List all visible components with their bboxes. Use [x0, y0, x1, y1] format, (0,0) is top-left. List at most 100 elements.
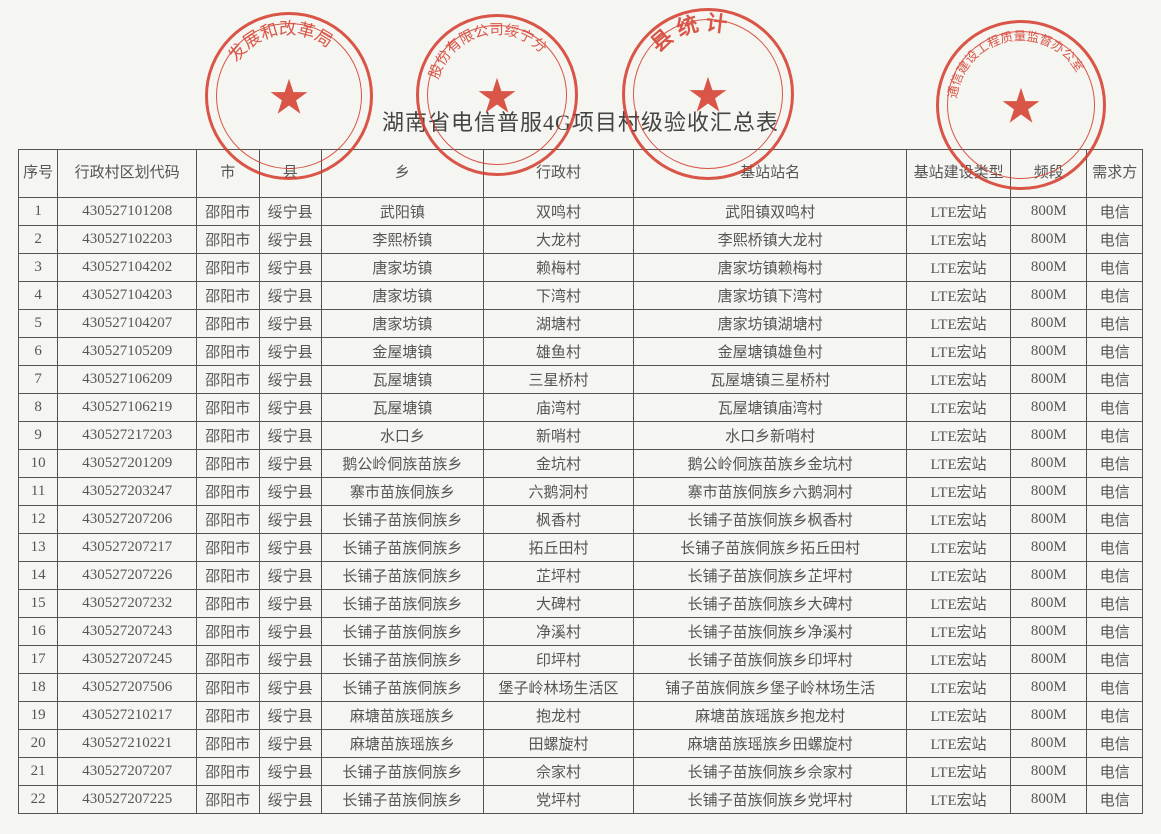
cell-dem: 电信 — [1087, 394, 1143, 422]
cell-seq: 20 — [19, 730, 58, 758]
cell-city: 邵阳市 — [197, 646, 259, 674]
cell-type: LTE宏站 — [907, 394, 1011, 422]
cell-code: 430527207226 — [58, 562, 197, 590]
cell-code: 430527104203 — [58, 282, 197, 310]
cell-type: LTE宏站 — [907, 786, 1011, 814]
col-header-band: 频段 — [1011, 150, 1087, 198]
cell-stn: 寨市苗族侗族乡六鹅洞村 — [634, 478, 907, 506]
cell-town: 麻塘苗族瑶族乡 — [321, 730, 483, 758]
svg-text:县 统 计: 县 统 计 — [646, 11, 729, 57]
cell-stn: 麻塘苗族瑶族乡田螺旋村 — [634, 730, 907, 758]
cell-town: 瓦屋塘镇 — [321, 366, 483, 394]
cell-county: 绥宁县 — [259, 702, 321, 730]
cell-band: 800M — [1011, 590, 1087, 618]
cell-seq: 4 — [19, 282, 58, 310]
cell-town: 长铺子苗族侗族乡 — [321, 590, 483, 618]
cell-county: 绥宁县 — [259, 646, 321, 674]
table-row: 1430527101208邵阳市绥宁县武阳镇双鸣村武阳镇双鸣村LTE宏站800M… — [19, 198, 1143, 226]
cell-dem: 电信 — [1087, 282, 1143, 310]
cell-vill: 枫香村 — [483, 506, 633, 534]
cell-county: 绥宁县 — [259, 422, 321, 450]
cell-stn: 李熙桥镇大龙村 — [634, 226, 907, 254]
cell-code: 430527207245 — [58, 646, 197, 674]
cell-stn: 长铺子苗族侗族乡芷坪村 — [634, 562, 907, 590]
table-row: 4430527104203邵阳市绥宁县唐家坊镇下湾村唐家坊镇下湾村LTE宏站80… — [19, 282, 1143, 310]
cell-stn: 瓦屋塘镇庙湾村 — [634, 394, 907, 422]
cell-town: 长铺子苗族侗族乡 — [321, 674, 483, 702]
cell-type: LTE宏站 — [907, 534, 1011, 562]
cell-code: 430527105209 — [58, 338, 197, 366]
cell-city: 邵阳市 — [197, 478, 259, 506]
cell-band: 800M — [1011, 198, 1087, 226]
cell-code: 430527217203 — [58, 422, 197, 450]
cell-city: 邵阳市 — [197, 310, 259, 338]
cell-city: 邵阳市 — [197, 562, 259, 590]
cell-dem: 电信 — [1087, 786, 1143, 814]
cell-city: 邵阳市 — [197, 366, 259, 394]
cell-seq: 19 — [19, 702, 58, 730]
cell-dem: 电信 — [1087, 534, 1143, 562]
cell-vill: 金坑村 — [483, 450, 633, 478]
cell-seq: 9 — [19, 422, 58, 450]
cell-band: 800M — [1011, 366, 1087, 394]
cell-town: 唐家坊镇 — [321, 282, 483, 310]
table-row: 14430527207226邵阳市绥宁县长铺子苗族侗族乡芷坪村长铺子苗族侗族乡芷… — [19, 562, 1143, 590]
cell-seq: 17 — [19, 646, 58, 674]
cell-band: 800M — [1011, 310, 1087, 338]
cell-stn: 水口乡新哨村 — [634, 422, 907, 450]
cell-town: 长铺子苗族侗族乡 — [321, 534, 483, 562]
cell-dem: 电信 — [1087, 702, 1143, 730]
cell-band: 800M — [1011, 422, 1087, 450]
cell-dem: 电信 — [1087, 590, 1143, 618]
cell-county: 绥宁县 — [259, 366, 321, 394]
col-header-seq: 序号 — [19, 150, 58, 198]
cell-town: 李熙桥镇 — [321, 226, 483, 254]
cell-type: LTE宏站 — [907, 282, 1011, 310]
cell-band: 800M — [1011, 282, 1087, 310]
cell-vill: 赖梅村 — [483, 254, 633, 282]
table-row: 21430527207207邵阳市绥宁县长铺子苗族侗族乡佘家村长铺子苗族侗族乡佘… — [19, 758, 1143, 786]
cell-stn: 鹅公岭侗族苗族乡金坑村 — [634, 450, 907, 478]
cell-band: 800M — [1011, 338, 1087, 366]
cell-vill: 庙湾村 — [483, 394, 633, 422]
cell-stn: 长铺子苗族侗族乡拓丘田村 — [634, 534, 907, 562]
cell-county: 绥宁县 — [259, 786, 321, 814]
cell-town: 长铺子苗族侗族乡 — [321, 506, 483, 534]
table-row: 8430527106219邵阳市绥宁县瓦屋塘镇庙湾村瓦屋塘镇庙湾村LTE宏站80… — [19, 394, 1143, 422]
cell-vill: 芷坪村 — [483, 562, 633, 590]
summary-table: 序号行政村区划代码市县乡行政村基站站名基站建设类型频段需求方 143052710… — [18, 149, 1143, 814]
cell-city: 邵阳市 — [197, 226, 259, 254]
cell-type: LTE宏站 — [907, 198, 1011, 226]
cell-town: 鹅公岭侗族苗族乡 — [321, 450, 483, 478]
cell-band: 800M — [1011, 786, 1087, 814]
cell-type: LTE宏站 — [907, 506, 1011, 534]
cell-seq: 14 — [19, 562, 58, 590]
cell-vill: 佘家村 — [483, 758, 633, 786]
cell-vill: 田螺旋村 — [483, 730, 633, 758]
cell-stn: 唐家坊镇赖梅村 — [634, 254, 907, 282]
cell-seq: 15 — [19, 590, 58, 618]
cell-dem: 电信 — [1087, 674, 1143, 702]
cell-stn: 麻塘苗族瑶族乡抱龙村 — [634, 702, 907, 730]
cell-band: 800M — [1011, 226, 1087, 254]
table-row: 3430527104202邵阳市绥宁县唐家坊镇赖梅村唐家坊镇赖梅村LTE宏站80… — [19, 254, 1143, 282]
table-row: 12430527207206邵阳市绥宁县长铺子苗族侗族乡枫香村长铺子苗族侗族乡枫… — [19, 506, 1143, 534]
cell-seq: 16 — [19, 618, 58, 646]
cell-county: 绥宁县 — [259, 394, 321, 422]
cell-type: LTE宏站 — [907, 562, 1011, 590]
cell-type: LTE宏站 — [907, 478, 1011, 506]
svg-text:通信建设工程质量监督办公室: 通信建设工程质量监督办公室 — [946, 29, 1088, 99]
cell-seq: 21 — [19, 758, 58, 786]
cell-city: 邵阳市 — [197, 618, 259, 646]
cell-code: 430527207506 — [58, 674, 197, 702]
cell-code: 430527207232 — [58, 590, 197, 618]
cell-vill: 拓丘田村 — [483, 534, 633, 562]
cell-band: 800M — [1011, 478, 1087, 506]
col-header-dem: 需求方 — [1087, 150, 1143, 198]
cell-stn: 长铺子苗族侗族乡净溪村 — [634, 618, 907, 646]
cell-stn: 瓦屋塘镇三星桥村 — [634, 366, 907, 394]
cell-town: 长铺子苗族侗族乡 — [321, 786, 483, 814]
cell-vill: 净溪村 — [483, 618, 633, 646]
cell-city: 邵阳市 — [197, 590, 259, 618]
cell-code: 430527102203 — [58, 226, 197, 254]
